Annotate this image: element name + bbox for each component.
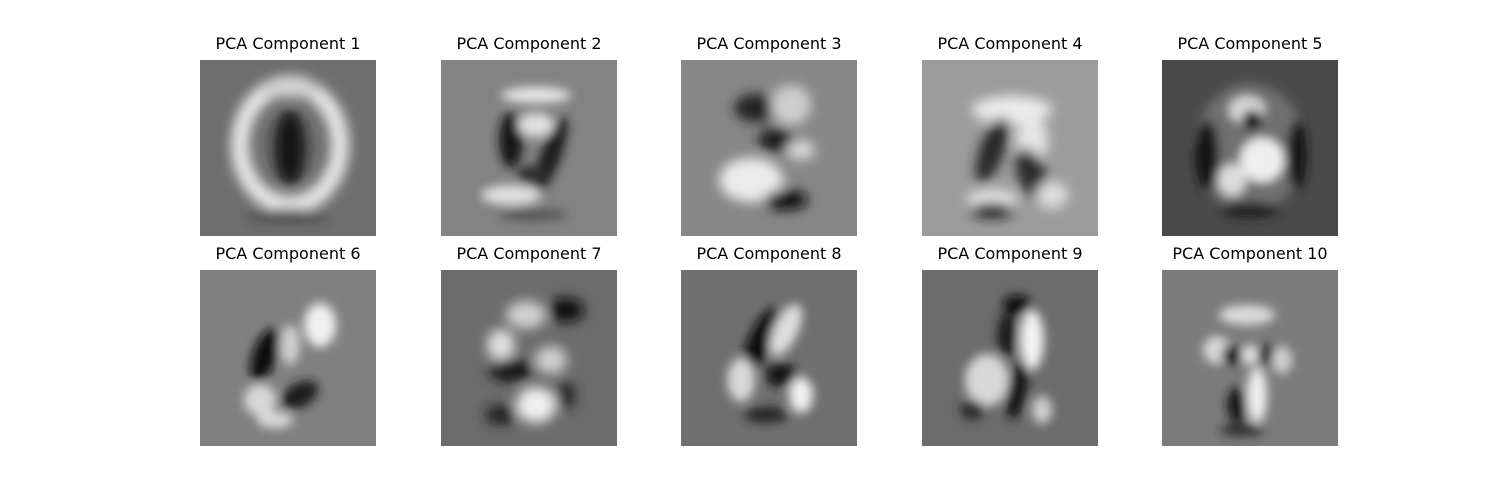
pca-component-5-image — [1162, 60, 1338, 236]
pca-component-7-image — [441, 270, 617, 446]
panel-title: PCA Component 7 — [456, 244, 602, 263]
pca-panel-8: PCA Component 8 — [681, 244, 857, 446]
pca-panel-3: PCA Component 3 — [681, 34, 857, 236]
pca-component-6-image — [200, 270, 376, 446]
panel-title: PCA Component 1 — [215, 34, 361, 53]
pca-component-1-image — [200, 60, 376, 236]
panel-title: PCA Component 6 — [215, 244, 361, 263]
pca-panel-2: PCA Component 2 — [441, 34, 617, 236]
panel-title: PCA Component 8 — [696, 244, 842, 263]
pca-component-3-image — [681, 60, 857, 236]
panel-title: PCA Component 9 — [937, 244, 1083, 263]
pca-component-9-image — [922, 270, 1098, 446]
panel-title: PCA Component 5 — [1177, 34, 1323, 53]
panel-title: PCA Component 2 — [456, 34, 602, 53]
pca-panel-9: PCA Component 9 — [922, 244, 1098, 446]
pca-panel-10: PCA Component 10 — [1162, 244, 1338, 446]
pca-component-8-image — [681, 270, 857, 446]
panel-title: PCA Component 3 — [696, 34, 842, 53]
pca-panel-1: PCA Component 1 — [200, 34, 376, 236]
pca-panel-4: PCA Component 4 — [922, 34, 1098, 236]
pca-panel-6: PCA Component 6 — [200, 244, 376, 446]
pca-component-2-image — [441, 60, 617, 236]
panel-title: PCA Component 10 — [1172, 244, 1328, 263]
pca-panel-5: PCA Component 5 — [1162, 34, 1338, 236]
pca-panel-7: PCA Component 7 — [441, 244, 617, 446]
pca-component-10-image — [1162, 270, 1338, 446]
pca-component-4-image — [922, 60, 1098, 236]
panel-title: PCA Component 4 — [937, 34, 1083, 53]
